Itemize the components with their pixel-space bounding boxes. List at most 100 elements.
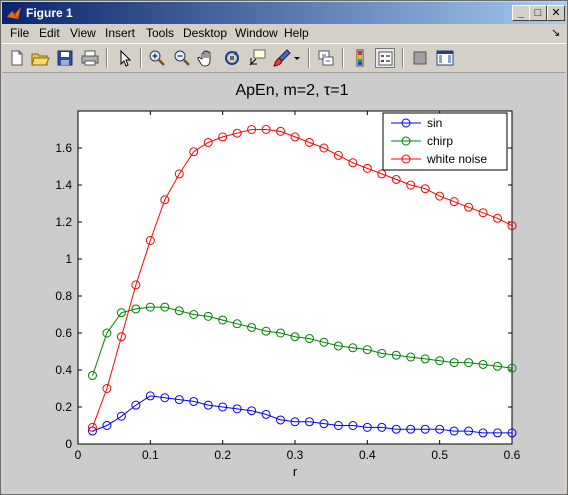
data-point-white-noise[interactable]: [464, 202, 474, 212]
data-point-sin[interactable]: [406, 424, 416, 434]
data-point-sin[interactable]: [218, 402, 228, 412]
show-plot-tools-icon[interactable]: [435, 48, 455, 68]
menu-window[interactable]: Window: [235, 26, 278, 40]
data-point-sin[interactable]: [203, 400, 213, 410]
hide-plot-tools-icon[interactable]: [410, 48, 430, 68]
data-point-white-noise[interactable]: [174, 169, 184, 179]
data-point-white-noise[interactable]: [435, 191, 445, 201]
save-icon[interactable]: [55, 48, 75, 68]
legend-icon[interactable]: [375, 48, 395, 68]
brush-dropdown-icon[interactable]: [292, 48, 302, 68]
data-point-chirp[interactable]: [319, 337, 329, 347]
data-point-sin[interactable]: [507, 428, 517, 438]
data-point-sin[interactable]: [493, 428, 503, 438]
data-point-white-noise[interactable]: [189, 147, 199, 157]
data-point-chirp[interactable]: [102, 328, 112, 338]
data-point-sin[interactable]: [362, 422, 372, 432]
data-point-chirp[interactable]: [406, 352, 416, 362]
data-point-sin[interactable]: [478, 428, 488, 438]
title-bar[interactable]: Figure 1 _ □ ✕: [2, 2, 566, 24]
data-point-chirp[interactable]: [377, 348, 387, 358]
data-point-sin[interactable]: [247, 406, 257, 416]
data-point-chirp[interactable]: [493, 361, 503, 371]
dock-arrow-icon[interactable]: ↘: [551, 27, 561, 39]
data-point-chirp[interactable]: [232, 319, 242, 329]
data-point-white-noise[interactable]: [391, 174, 401, 184]
edit-plot-icon[interactable]: [115, 48, 135, 68]
menu-view[interactable]: View: [70, 26, 96, 40]
data-point-white-noise[interactable]: [203, 137, 213, 147]
data-point-sin[interactable]: [449, 426, 459, 436]
data-point-white-noise[interactable]: [319, 143, 329, 153]
data-point-sin[interactable]: [319, 419, 329, 429]
open-file-icon[interactable]: [30, 48, 50, 68]
data-point-chirp[interactable]: [507, 363, 517, 373]
colorbar-icon[interactable]: [350, 48, 370, 68]
data-point-sin[interactable]: [116, 411, 126, 421]
minimize-button[interactable]: _: [512, 5, 530, 21]
menu-file[interactable]: File: [10, 26, 30, 40]
data-point-white-noise[interactable]: [290, 132, 300, 142]
legend[interactable]: sin chirp white noise: [382, 112, 508, 171]
data-point-chirp[interactable]: [174, 306, 184, 316]
data-point-white-noise[interactable]: [507, 221, 517, 231]
rotate-3d-icon[interactable]: [222, 48, 242, 68]
data-point-white-noise[interactable]: [420, 184, 430, 194]
data-point-chirp[interactable]: [145, 302, 155, 312]
data-point-chirp[interactable]: [131, 304, 141, 314]
data-point-chirp[interactable]: [203, 311, 213, 321]
data-point-white-noise[interactable]: [131, 280, 141, 290]
maximize-button[interactable]: □: [529, 5, 547, 21]
data-point-chirp[interactable]: [247, 322, 257, 332]
new-figure-icon[interactable]: [7, 48, 27, 68]
data-point-sin[interactable]: [391, 424, 401, 434]
data-point-sin[interactable]: [102, 421, 112, 430]
data-point-chirp[interactable]: [420, 354, 430, 364]
menu-edit[interactable]: Edit: [39, 26, 60, 40]
data-point-sin[interactable]: [189, 396, 199, 406]
data-point-white-noise[interactable]: [261, 125, 271, 134]
menu-tools[interactable]: Tools: [146, 26, 175, 40]
data-point-chirp[interactable]: [160, 302, 170, 312]
zoom-in-icon[interactable]: [147, 48, 167, 68]
data-point-sin[interactable]: [333, 421, 343, 430]
data-point-chirp[interactable]: [449, 358, 459, 368]
data-point-chirp[interactable]: [435, 356, 445, 366]
data-point-sin[interactable]: [145, 391, 155, 401]
data-point-sin[interactable]: [464, 426, 474, 436]
data-point-chirp[interactable]: [391, 350, 401, 360]
data-point-sin[interactable]: [420, 424, 430, 434]
data-point-white-noise[interactable]: [304, 137, 314, 147]
data-point-white-noise[interactable]: [478, 208, 488, 218]
data-point-sin[interactable]: [348, 421, 358, 430]
data-point-chirp[interactable]: [362, 345, 372, 355]
data-point-white-noise[interactable]: [362, 163, 372, 173]
data-point-chirp[interactable]: [116, 308, 126, 318]
data-point-white-noise[interactable]: [116, 332, 126, 342]
data-point-sin[interactable]: [174, 395, 184, 405]
data-point-chirp[interactable]: [261, 326, 271, 336]
data-cursor-icon[interactable]: [247, 48, 267, 68]
menu-insert[interactable]: Insert: [105, 26, 136, 40]
data-point-white-noise[interactable]: [218, 132, 228, 142]
data-point-chirp[interactable]: [304, 334, 314, 344]
data-point-sin[interactable]: [261, 409, 271, 419]
data-point-sin[interactable]: [160, 393, 170, 403]
data-point-sin[interactable]: [435, 424, 445, 434]
zoom-out-icon[interactable]: [172, 48, 192, 68]
data-point-white-noise[interactable]: [377, 169, 387, 179]
brush-icon[interactable]: [272, 48, 292, 68]
data-point-white-noise[interactable]: [102, 384, 112, 393]
data-point-white-noise[interactable]: [333, 150, 343, 160]
data-point-chirp[interactable]: [290, 332, 300, 342]
data-point-white-noise[interactable]: [232, 128, 242, 138]
data-point-white-noise[interactable]: [449, 197, 459, 207]
data-point-chirp[interactable]: [276, 328, 286, 338]
data-point-chirp[interactable]: [333, 341, 343, 351]
data-point-sin[interactable]: [377, 422, 387, 432]
data-point-white-noise[interactable]: [348, 158, 358, 168]
data-point-chirp[interactable]: [87, 371, 97, 381]
chart[interactable]: ApEn, m=2, τ=1 0 0.1 0.2 0.3 0.4 0.5 0.6 0 0.2 0.…: [4, 73, 564, 491]
data-point-sin[interactable]: [276, 415, 286, 425]
data-point-white-noise[interactable]: [493, 213, 503, 223]
